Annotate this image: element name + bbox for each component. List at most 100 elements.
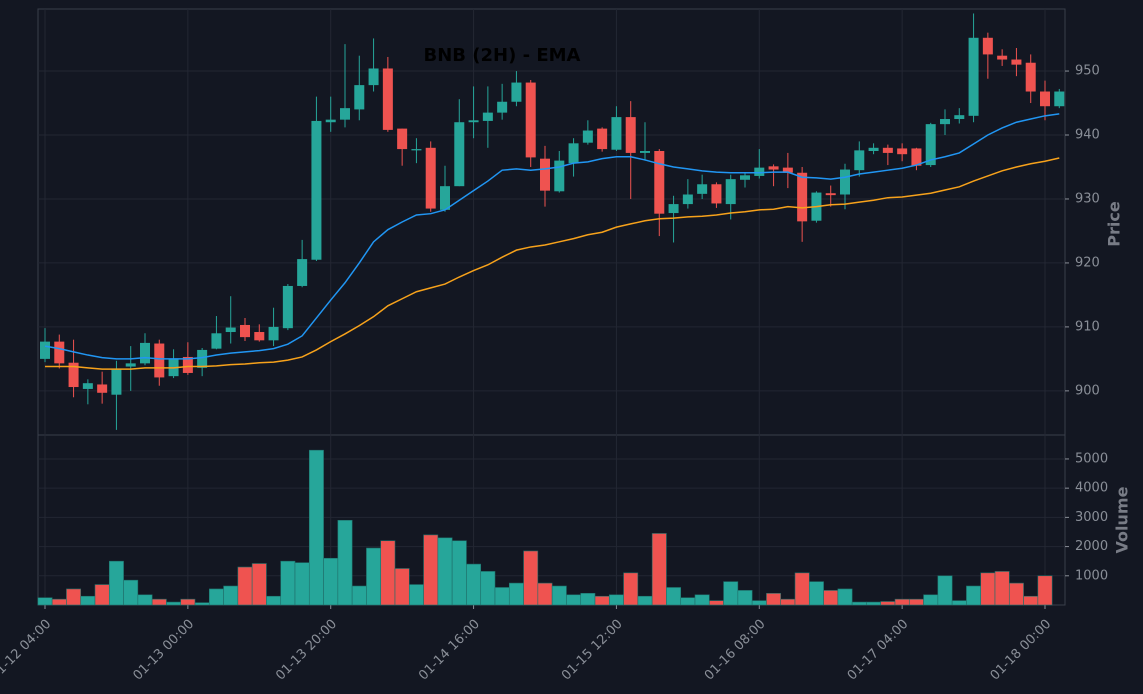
candle-body [311, 120, 322, 260]
volume-bar [166, 601, 182, 606]
candle-body [611, 117, 622, 150]
candle-body [525, 82, 536, 158]
volume-bar [80, 595, 96, 606]
y-tick-label: 950 [1075, 64, 1100, 79]
candle-body [940, 119, 950, 125]
volume-bar [480, 571, 496, 606]
volume-bar [508, 582, 524, 606]
volume-bar [1037, 575, 1053, 606]
candle-body [954, 115, 965, 120]
volume-bar [437, 537, 453, 606]
candle-body [868, 147, 879, 151]
volume-bar [423, 534, 439, 606]
volume-bar [837, 588, 853, 606]
volume-bar [723, 581, 739, 606]
volume-bar [866, 601, 882, 606]
candle-body [797, 172, 808, 222]
volume-bar [294, 562, 310, 606]
candle-body [411, 149, 422, 151]
volume-bar [394, 568, 410, 606]
volume-bar [123, 579, 139, 606]
candle-body [554, 160, 565, 192]
volume-bar [280, 560, 296, 606]
candle-body [982, 37, 993, 55]
y-tick-label: 4000 [1075, 481, 1108, 496]
volume-bar [908, 598, 924, 606]
y-tick-label: 900 [1075, 383, 1100, 398]
candle-body [654, 151, 665, 214]
candle-body [768, 166, 779, 170]
candle-body [497, 101, 508, 113]
volume-bar [794, 572, 810, 606]
volume-bar [566, 594, 582, 606]
volume-bar [137, 594, 153, 606]
candle-body [625, 117, 636, 153]
candle-body [968, 37, 979, 116]
candle-body [225, 327, 236, 333]
volume-bar [151, 598, 167, 606]
candle-body [325, 119, 336, 123]
candle-body [597, 128, 608, 150]
y-tick-label: 2000 [1075, 539, 1108, 554]
volume-bar [608, 594, 624, 606]
candle-body [854, 150, 865, 171]
volume-bar [251, 563, 267, 606]
candle-body [240, 324, 250, 338]
volume-bar [880, 601, 896, 606]
candle-body [1025, 62, 1036, 92]
volume-bar [680, 597, 696, 606]
candle-body [668, 204, 679, 214]
volume-bar [994, 571, 1010, 606]
candle-body [468, 120, 479, 123]
volume-bar [708, 600, 724, 606]
y-axis-label: Price [1105, 201, 1124, 247]
candle-body [425, 147, 436, 209]
candle-body [40, 341, 50, 359]
y-tick-label: 5000 [1075, 451, 1108, 466]
candle-body [1054, 91, 1065, 107]
volume-bar [551, 585, 567, 606]
volume-bar [51, 598, 67, 606]
candle-body [368, 68, 379, 86]
candle-body [882, 147, 893, 153]
candle-body [211, 333, 222, 349]
volume-bar [208, 588, 224, 606]
volume-bar [408, 584, 424, 606]
candle-body [511, 82, 522, 102]
volume-bar [737, 590, 753, 606]
volume-bar [766, 593, 782, 606]
y-tick-label: 940 [1075, 128, 1100, 143]
candle-body [182, 356, 193, 373]
candle-body [725, 179, 736, 205]
candle-body [1011, 59, 1022, 65]
volume-bar [266, 595, 282, 606]
volume-bar [1023, 595, 1039, 606]
volume-bar [37, 597, 53, 606]
volume-bar [623, 572, 639, 606]
candle-body [711, 184, 722, 204]
volume-bar [666, 587, 682, 606]
volume-bar [237, 566, 253, 606]
candle-body [840, 169, 850, 195]
ema-line [45, 157, 1060, 370]
candle-body [911, 148, 922, 166]
candle-body [740, 175, 750, 180]
volume-bar [823, 590, 839, 606]
ema-line [44, 113, 1060, 360]
candle-body [382, 68, 393, 130]
candle-body [282, 285, 293, 329]
candle-body [197, 349, 208, 368]
candle-body [268, 326, 279, 341]
volume-bar [380, 540, 396, 606]
volume-bar [537, 582, 553, 606]
y-tick-label: 930 [1075, 191, 1100, 206]
y-tick-label: 3000 [1075, 510, 1108, 525]
volume-bar [951, 600, 967, 606]
candle-body [897, 148, 908, 155]
volume-bar [337, 519, 353, 606]
y-tick-label: 1000 [1075, 568, 1108, 583]
candle-body [682, 194, 693, 205]
candle-body [97, 384, 108, 393]
chart-title: BNB (2H) - EMA [424, 45, 581, 66]
